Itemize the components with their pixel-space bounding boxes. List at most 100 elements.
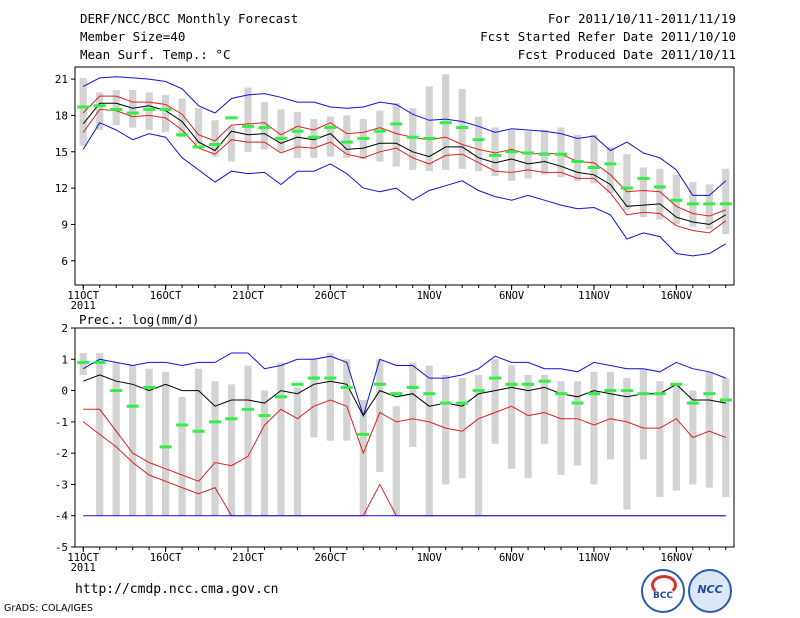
temp-line-upper1 bbox=[82, 95, 726, 217]
prec-ensemble-box bbox=[409, 362, 417, 447]
prec-ensemble-box bbox=[145, 368, 153, 516]
prec-median-marker bbox=[340, 385, 353, 389]
prec-ensemble-box bbox=[507, 365, 516, 469]
prec-median-marker bbox=[423, 392, 436, 396]
temp-xtick-label: 11NOV bbox=[578, 290, 610, 302]
prec-median-marker bbox=[258, 414, 271, 418]
temp-median-marker bbox=[703, 202, 716, 206]
temp-line-lower1 bbox=[82, 108, 727, 234]
prec-year-label: 2011 bbox=[71, 562, 96, 574]
prec-median-marker bbox=[241, 407, 254, 411]
prec-median-marker bbox=[77, 360, 90, 364]
temp-median-marker bbox=[604, 162, 617, 166]
temp-ensemble-box bbox=[722, 168, 730, 235]
prec-xtick-label: 11OCT bbox=[67, 552, 99, 564]
prec-median-marker bbox=[390, 392, 403, 396]
temp-median-marker bbox=[390, 122, 403, 126]
temp-median-marker bbox=[670, 198, 683, 202]
prec-ensemble-box bbox=[475, 374, 483, 516]
prec-median-marker bbox=[291, 382, 304, 386]
temp-median-marker bbox=[176, 133, 189, 137]
temp-median-marker bbox=[406, 135, 419, 139]
prec-ensemble-box bbox=[442, 374, 450, 485]
prec-ensemble-box bbox=[606, 371, 615, 460]
temp-median-marker bbox=[538, 152, 551, 156]
prec-median-marker bbox=[620, 389, 633, 393]
bcc-logo: BCC bbox=[641, 569, 685, 613]
prec-median-marker bbox=[143, 385, 156, 389]
prec-median-marker bbox=[686, 401, 699, 405]
prec-line-mean bbox=[83, 374, 726, 417]
prec-xtick-label: 16OCT bbox=[150, 552, 182, 564]
forecast-period: For 2011/10/11-2011/11/19 bbox=[547, 11, 736, 26]
prec-median-marker bbox=[225, 417, 238, 421]
temp-median-marker bbox=[340, 140, 353, 144]
temp-ensemble-box bbox=[194, 108, 203, 145]
prec-ensemble-box bbox=[524, 374, 532, 479]
prec-ytick-label: 1 bbox=[61, 353, 68, 366]
prec-ensemble-box bbox=[194, 368, 203, 516]
prec-ensemble-box bbox=[540, 374, 549, 444]
prec-median-marker bbox=[110, 389, 123, 393]
prec-median-marker bbox=[505, 382, 518, 386]
prec-median-marker bbox=[555, 392, 568, 396]
temp-median-marker bbox=[258, 126, 271, 130]
prec-ensemble-box bbox=[244, 365, 252, 516]
temp-median-marker bbox=[620, 186, 633, 190]
prec-median-marker bbox=[93, 360, 106, 364]
temp-median-marker bbox=[307, 135, 320, 139]
prec-median-marker bbox=[653, 392, 666, 396]
prec-ensemble-box bbox=[557, 381, 565, 476]
prec-ensemble-box bbox=[326, 353, 334, 441]
prec-median-marker bbox=[357, 432, 370, 436]
temp-ytick-label: 6 bbox=[61, 255, 68, 268]
prec-median-marker bbox=[209, 420, 222, 424]
temp-median-marker bbox=[439, 121, 452, 125]
temp-median-marker bbox=[93, 104, 106, 108]
prec-median-marker bbox=[192, 429, 205, 433]
prec-ensemble-box bbox=[310, 359, 318, 438]
temp-median-marker bbox=[274, 136, 287, 140]
prec-ensemble-box bbox=[376, 359, 384, 472]
source-url[interactable]: http://cmdp.ncc.cma.gov.cn bbox=[75, 582, 279, 597]
prec-median-marker bbox=[719, 398, 732, 402]
temp-median-marker bbox=[505, 150, 518, 154]
temp-median-marker bbox=[159, 107, 172, 111]
prec-median-marker bbox=[522, 382, 535, 386]
temp-ensemble-box bbox=[145, 92, 153, 130]
prec-median-marker bbox=[670, 382, 683, 386]
temp-ensemble-box bbox=[96, 92, 104, 130]
temp-ensemble-box bbox=[524, 131, 532, 179]
temp-median-marker bbox=[472, 138, 485, 142]
temp-line-lower2 bbox=[82, 122, 727, 257]
prec-median-marker bbox=[126, 404, 139, 408]
temp-ensemble-box bbox=[227, 126, 236, 162]
temp-ensemble-box bbox=[491, 127, 499, 176]
prec-ytick-label: -2 bbox=[55, 447, 68, 460]
prec-ensemble-box bbox=[590, 371, 598, 485]
temp-ensemble-box bbox=[392, 103, 400, 167]
prec-ensemble-box bbox=[79, 353, 87, 375]
temp-ensemble-box bbox=[211, 120, 219, 157]
temp-ensemble-box bbox=[244, 87, 252, 152]
prec-median-marker bbox=[703, 392, 716, 396]
temp-median-marker bbox=[489, 153, 502, 157]
temp-median-marker bbox=[143, 107, 156, 111]
prec-median-marker bbox=[604, 389, 617, 393]
chart-title: DERF/NCC/BCC Monthly Forecast bbox=[80, 11, 299, 26]
prec-median-marker bbox=[472, 389, 485, 393]
prec-ensemble-box bbox=[162, 371, 170, 516]
prec-median-marker bbox=[637, 392, 650, 396]
prec-ensemble-box bbox=[343, 359, 351, 441]
temp-median-marker bbox=[373, 129, 386, 133]
temp-year-label: 2011 bbox=[71, 300, 96, 312]
temp-plot-frame bbox=[74, 66, 735, 286]
temp-line-mean bbox=[82, 102, 727, 225]
prec-median-marker bbox=[571, 401, 584, 405]
temp-xtick-label: 11OCT bbox=[67, 290, 99, 302]
prec-ensemble-box bbox=[277, 362, 285, 516]
temp-median-marker bbox=[357, 136, 370, 140]
temp-median-marker bbox=[209, 143, 222, 147]
